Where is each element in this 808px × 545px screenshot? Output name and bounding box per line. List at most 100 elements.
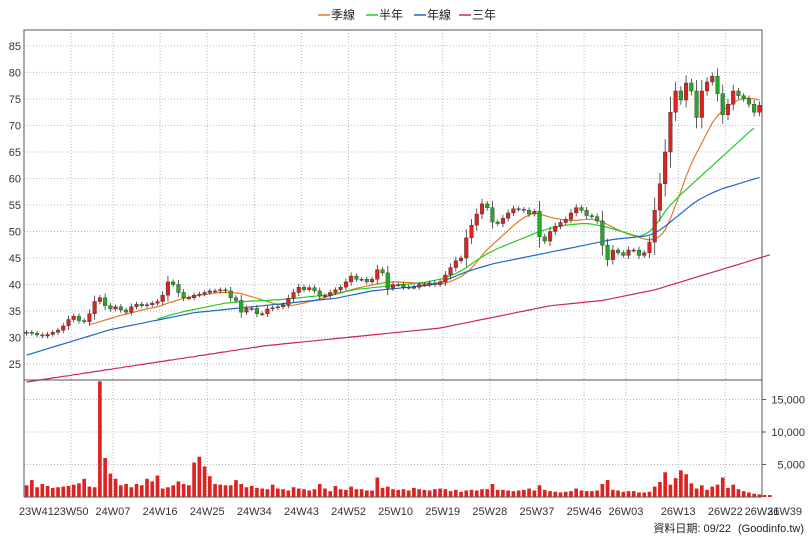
candle-body-up [165,281,170,296]
candle-body-up [260,313,265,315]
volume-tick-label: 15,000 [771,395,805,407]
candle-body-up [328,292,333,296]
candle [134,301,139,310]
x-tick-label: 25W10 [378,506,413,518]
candle [547,226,553,246]
x-tick-label: 26W22 [708,506,743,518]
x-tick-label: 24W52 [331,506,366,518]
volume-bar [563,491,568,497]
candle-body-down [29,332,34,334]
candle [296,283,301,296]
volume-bar [626,491,631,497]
volume-bar [501,489,505,497]
candle-body-up [92,301,97,314]
candle-body-down [171,281,176,285]
volume-bar [113,478,118,497]
candle [448,263,453,280]
volume-bar [652,486,657,497]
candle [281,302,286,310]
volume-bar [553,491,558,497]
candle-body-down [516,208,521,210]
candle [82,318,87,324]
candle-body-down [301,286,307,291]
candle-body-up [97,297,102,302]
legend-item: 半年 [366,8,403,22]
volume-tick-label: 10,000 [771,427,805,439]
ma-line-ma_year [26,176,760,356]
candle-body-down [595,216,600,222]
volume-bar [228,485,233,497]
volume-bar [427,490,432,497]
candle [469,219,474,244]
candle-body-up [160,294,165,302]
volume-bar [323,488,327,497]
candle [144,302,150,309]
candle-body-up [642,252,647,256]
x-tick-label: 25W28 [472,506,507,518]
candle [495,219,500,226]
candle-body-down [364,279,369,283]
price-tick-label: 80 [9,67,21,79]
volume-bar [145,478,149,497]
candle [192,292,197,301]
price-tick-label: 65 [9,147,21,159]
candle [657,172,662,222]
candle [579,205,584,213]
candle [71,313,76,323]
volume-bars [24,381,772,497]
legend-item: 年線 [414,7,451,22]
candle [553,222,558,235]
volume-bar [375,477,380,497]
candle-body-down [176,284,181,293]
candle [600,210,605,256]
x-tick-label: 24W07 [96,506,131,518]
candle-body-up [322,295,327,297]
volume-bar [92,487,97,497]
candle-body-up [265,308,270,314]
volume-bar [689,483,694,497]
volume-bar [333,485,338,497]
candle [66,315,71,330]
volume-bar [160,488,165,497]
candle [87,309,92,327]
candle-body-down [537,211,542,238]
candle [474,208,479,231]
volume-bar [276,488,280,497]
candle [589,213,594,219]
candle-body-up [438,281,443,285]
candle [453,256,458,272]
price-tick-label: 25 [9,359,21,371]
candle-body-up [453,260,458,268]
volume-bar [422,489,427,497]
volume-bar [720,477,725,497]
candle [354,273,359,282]
candle-body-up [663,151,668,184]
candle [610,245,615,265]
volume-bar [124,484,128,497]
volume-bar [291,487,296,497]
price-tick-label: 30 [9,333,21,345]
candle-body-down [401,284,406,288]
candle [537,200,542,248]
candle-body-up [192,294,197,299]
candle-body-up [757,105,762,113]
candle-body-up [307,287,312,291]
candle-body-down [678,90,683,101]
candle-body-up [427,282,432,285]
volume-bar [747,492,751,497]
candle [731,84,736,111]
candle [317,287,322,300]
candle-body-up [150,302,155,305]
candle-body-down [689,82,694,92]
candle-body-up [710,75,715,83]
candle-body-down [752,104,757,113]
candle-body-up [553,226,558,232]
candle-body-up [359,279,364,281]
volume-bar [694,488,699,497]
x-tick-label: 25W37 [520,506,555,518]
candle [307,285,312,293]
candle [207,288,212,295]
candle-body-up [213,290,218,293]
candle [202,290,207,297]
